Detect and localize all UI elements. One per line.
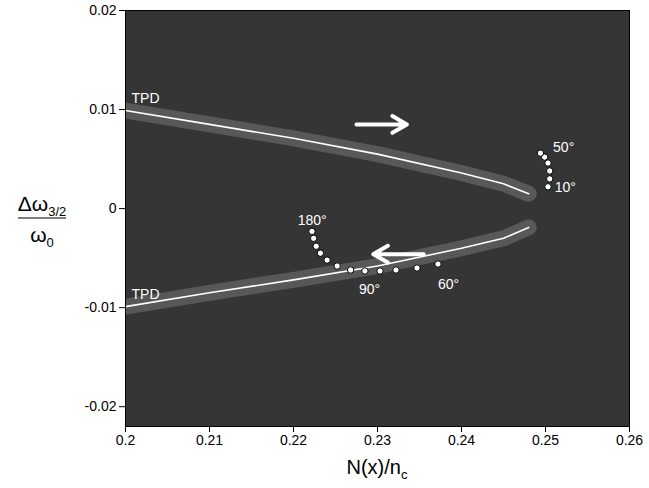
svg-text:0.25: 0.25 <box>532 432 559 448</box>
svg-text:ω0: ω0 <box>30 223 54 250</box>
svg-text:60°: 60° <box>438 276 459 292</box>
svg-text:50°: 50° <box>553 139 574 155</box>
svg-text:0.24: 0.24 <box>448 432 475 448</box>
svg-text:0.22: 0.22 <box>280 432 307 448</box>
svg-text:0.23: 0.23 <box>364 432 391 448</box>
svg-text:TPD: TPD <box>132 90 160 106</box>
svg-text:-0.02: -0.02 <box>85 398 117 414</box>
svg-text:0.01: 0.01 <box>89 101 116 117</box>
svg-text:N(x)/nc: N(x)/nc <box>347 456 408 482</box>
svg-text:0.2: 0.2 <box>116 432 136 448</box>
svg-text:10°: 10° <box>555 179 576 195</box>
svg-text:Δω3/2: Δω3/2 <box>18 192 67 219</box>
svg-text:0.02: 0.02 <box>89 2 116 18</box>
svg-text:180°: 180° <box>298 212 327 228</box>
svg-text:90°: 90° <box>359 281 380 297</box>
svg-text:0.21: 0.21 <box>196 432 223 448</box>
svg-text:TPD: TPD <box>132 286 160 302</box>
svg-text:0: 0 <box>109 200 117 216</box>
svg-text:-0.01: -0.01 <box>85 299 117 315</box>
svg-text:0.26: 0.26 <box>616 432 643 448</box>
